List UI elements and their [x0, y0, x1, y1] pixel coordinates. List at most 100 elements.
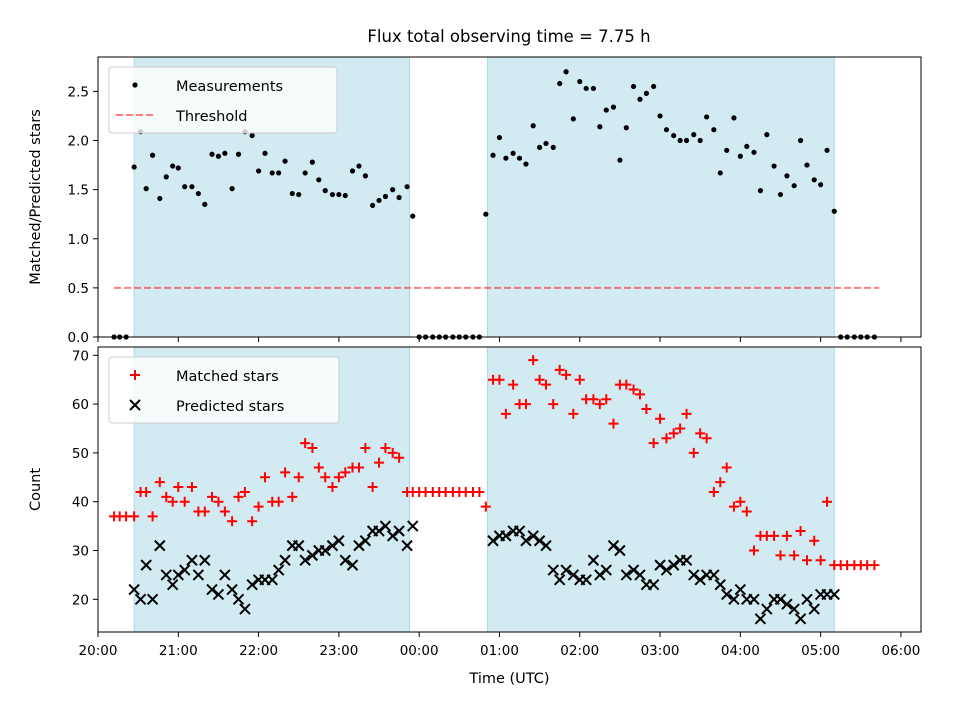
measurement-point	[764, 132, 770, 138]
matched-stars-point	[280, 467, 291, 478]
measurement-point	[376, 197, 382, 204]
shaded-interval-2	[486, 56, 835, 338]
measurement-point	[623, 125, 629, 131]
matched-stars-point	[735, 496, 746, 507]
measurement-point	[336, 191, 342, 198]
y-tick-label: 2.0	[68, 134, 89, 150]
predicted-stars-point	[386, 530, 399, 542]
measurement-point	[289, 190, 295, 197]
y-tick-label: 20	[72, 592, 89, 608]
measurement-point	[777, 191, 784, 198]
bottom-panel: 20 30 40 50 60 70 20:00 21:00 22:00 23:00 00:00 01:…	[28, 346, 922, 687]
measurement-point	[322, 188, 328, 194]
matched-stars-point	[728, 501, 739, 512]
measurement-point	[637, 96, 643, 102]
matched-stars-point	[688, 447, 699, 458]
legend-matched-marker	[130, 370, 140, 380]
matched-stars-point	[300, 438, 311, 449]
measurement-point	[523, 161, 529, 167]
measurement-point	[131, 164, 137, 170]
matched-stars-point	[394, 452, 405, 463]
measurement-point	[269, 170, 275, 176]
predicted-stars-point	[520, 535, 532, 547]
predicted-stars-point	[272, 564, 285, 576]
matched-stars-point	[594, 399, 605, 410]
matched-stars-point	[789, 550, 800, 561]
matched-stars-point	[655, 413, 666, 424]
measurement-point	[597, 124, 603, 130]
matched-stars-point	[327, 482, 338, 493]
predicted-stars-point	[654, 559, 666, 571]
predicted-stars-point	[326, 539, 339, 552]
predicted-stars-point	[547, 564, 559, 576]
predicted-stars-point	[192, 569, 205, 581]
matched-stars-point	[574, 374, 585, 385]
predicted-stars-point	[346, 559, 359, 571]
matched-stars-point	[227, 516, 238, 527]
y-tick-label: 0.0	[68, 330, 89, 346]
measurement-point	[557, 80, 563, 87]
y-tick-label: 60	[72, 397, 89, 413]
matched-stars-point	[247, 516, 258, 527]
matched-stars-point	[129, 511, 140, 522]
x-axis-label: Time (UTC)	[468, 671, 549, 687]
measurement-point	[537, 144, 543, 150]
measurement-point	[170, 163, 176, 169]
predicted-stars-point	[667, 559, 680, 571]
predicted-stars-point	[801, 593, 813, 606]
measurement-point	[255, 168, 262, 174]
matched-stars-point	[273, 496, 284, 507]
measurement-point	[229, 186, 235, 192]
predicted-stars-point	[660, 564, 673, 576]
matched-stars-point	[186, 482, 197, 493]
measurement-point	[831, 208, 837, 214]
measurement-point	[824, 147, 830, 153]
predicted-stars-point	[714, 578, 726, 591]
x-tick-label: 00:00	[400, 643, 439, 659]
matched-stars-point	[695, 428, 706, 439]
measurement-point	[683, 137, 690, 144]
predicted-stars-point	[140, 559, 152, 571]
matched-stars-point	[147, 511, 158, 522]
measurement-point	[189, 184, 195, 190]
measurement-point	[182, 184, 188, 190]
matched-stars-point	[374, 457, 385, 468]
predicted-stars-point	[627, 564, 640, 576]
matched-stars-point	[601, 394, 612, 405]
matched-stars-point	[167, 496, 178, 507]
predicted-stars-point	[620, 569, 633, 581]
predicted-stars-point	[279, 554, 291, 566]
predicted-stars-point	[239, 603, 251, 615]
matched-stars-point	[741, 506, 752, 517]
measurement-point	[282, 158, 288, 164]
measurement-point	[737, 153, 743, 159]
measurement-point	[382, 193, 389, 200]
predicted-stars-point	[580, 574, 592, 586]
matched-stars-point	[500, 408, 511, 419]
y-tick-label: 1.0	[68, 232, 89, 248]
measurement-point	[195, 190, 201, 197]
x-tick-label: 05:00	[801, 643, 840, 659]
matched-stars-point	[313, 462, 324, 473]
predicted-stars-point	[166, 578, 179, 591]
measurement-point	[490, 152, 496, 158]
y-tick-label: 1.5	[68, 183, 89, 199]
measurement-point	[697, 137, 703, 144]
measurement-point	[362, 173, 368, 179]
predicted-stars-point	[246, 578, 258, 591]
predicted-stars-point	[393, 525, 405, 537]
matched-stars-point	[668, 428, 679, 439]
matched-stars-point	[648, 438, 659, 449]
x-tick-label: 03:00	[641, 643, 680, 659]
measurement-point	[316, 177, 322, 183]
matched-stars-point	[721, 462, 732, 473]
y-tick-label: 50	[72, 446, 89, 462]
predicted-stars-point	[634, 569, 646, 581]
legend-label: Matched stars	[176, 369, 279, 385]
matched-stars-point	[534, 374, 545, 385]
matched-stars-point	[508, 379, 519, 390]
predicted-stars-point	[266, 574, 278, 586]
predicted-stars-point	[226, 583, 238, 596]
measurement-point	[222, 150, 228, 156]
